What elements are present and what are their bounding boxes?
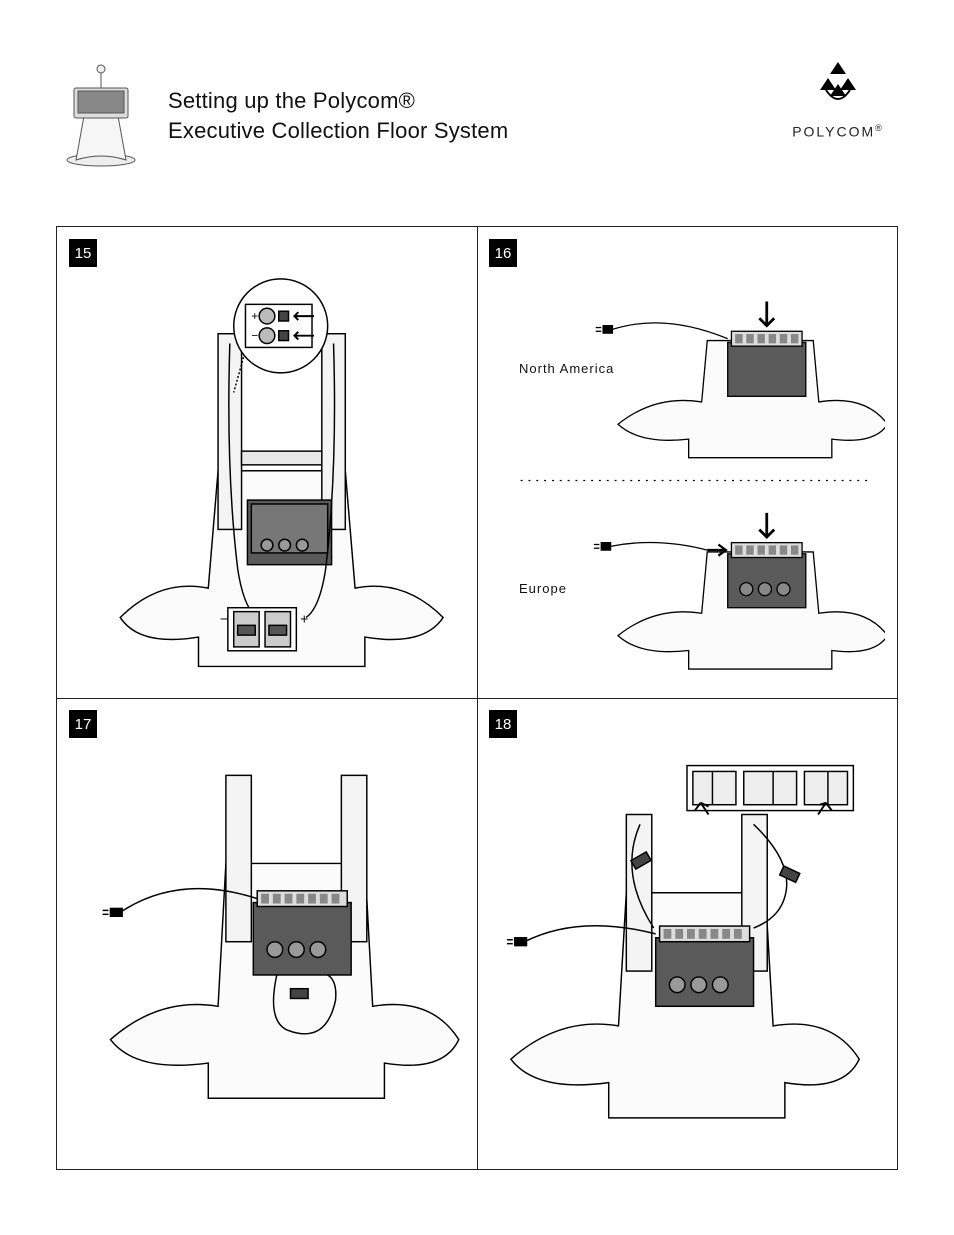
step-15: 15 — [57, 227, 477, 698]
step-number: 18 — [489, 710, 517, 738]
brand-reg: ® — [875, 123, 884, 133]
step-15-illustration: − + + − — [69, 275, 465, 686]
step-16: 16 North America Europe — [477, 227, 897, 698]
step-18-illustration — [489, 746, 885, 1157]
svg-text:+: + — [300, 611, 308, 626]
svg-text:−: − — [251, 330, 258, 343]
step-17-illustration — [69, 746, 465, 1157]
step-16-illustration — [489, 275, 885, 686]
step-17: 17 — [57, 698, 477, 1169]
svg-text:−: − — [220, 611, 228, 626]
title-line-2: Executive Collection Floor System — [168, 116, 778, 146]
title-line-1: Setting up the Polycom® — [168, 86, 778, 116]
brand-text: POLYCOM — [792, 124, 875, 140]
step-18: 18 — [477, 698, 897, 1169]
brand-logo: POLYCOM® — [778, 60, 898, 140]
step-number: 16 — [489, 239, 517, 267]
brand-name: POLYCOM® — [778, 123, 898, 140]
product-thumbnail — [56, 60, 146, 170]
svg-text:+: + — [251, 310, 258, 323]
page-header: Setting up the Polycom® Executive Collec… — [56, 60, 898, 180]
instruction-grid: 15 — [56, 226, 898, 1170]
step-number: 17 — [69, 710, 97, 738]
step-number: 15 — [69, 239, 97, 267]
page-title: Setting up the Polycom® Executive Collec… — [168, 86, 778, 145]
